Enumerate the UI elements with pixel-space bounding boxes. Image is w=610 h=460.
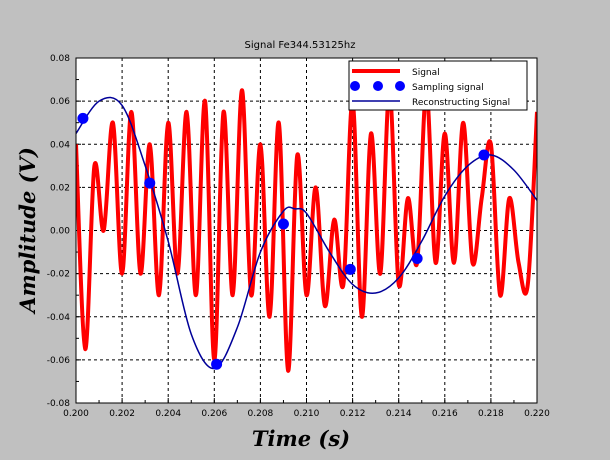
y-tick-label: -0.02 xyxy=(47,270,70,280)
series-layer xyxy=(76,88,537,373)
y-tick-label: 0.08 xyxy=(50,54,70,64)
legend-sampling-marker xyxy=(395,81,405,91)
y-tick-label: -0.06 xyxy=(47,356,71,366)
sampling-point xyxy=(411,253,423,265)
x-tick-label: 0.200 xyxy=(63,409,89,419)
y-axis-ticks: -0.08 -0.06 -0.04 -0.02 0.00 0.02 0.04 0.06 0.08 xyxy=(47,54,81,409)
y-tick-label: 0.02 xyxy=(50,183,70,193)
legend-reconstruction-label: Reconstructing Signal xyxy=(412,98,510,108)
legend-sampling-marker xyxy=(373,81,383,91)
reconstruction-series-line xyxy=(76,96,537,370)
x-tick-label: 0.216 xyxy=(432,409,458,419)
legend-sampling-marker xyxy=(350,81,360,91)
y-axis-label: Amplitude (V) xyxy=(15,147,40,315)
sampling-point xyxy=(77,112,89,124)
sampling-point xyxy=(277,218,289,230)
x-tick-label: 0.206 xyxy=(201,409,227,419)
x-tick-label: 0.220 xyxy=(524,409,550,419)
sampling-point xyxy=(144,177,156,189)
y-tick-label: -0.04 xyxy=(47,313,71,323)
y-tick-label: 0.06 xyxy=(50,97,70,107)
plot-border xyxy=(75,57,538,404)
chart-title: Signal Fe344.53125hz xyxy=(245,40,356,51)
legend: Signal Sampling signal Reconstructing Si… xyxy=(348,60,528,111)
x-tick-label: 0.202 xyxy=(109,409,135,419)
x-tick-label: 0.218 xyxy=(478,409,504,419)
sampling-point xyxy=(478,149,490,161)
y-tick-label: 0.04 xyxy=(50,140,70,150)
sampling-point xyxy=(344,263,356,275)
x-tick-label: 0.214 xyxy=(386,409,412,419)
x-axis-ticks: 0.200 0.202 0.204 0.206 0.208 0.210 0.212 0.214… xyxy=(63,398,550,419)
x-tick-label: 0.212 xyxy=(340,409,366,419)
legend-signal-label: Signal xyxy=(412,68,440,78)
legend-sampling-label: Sampling signal xyxy=(412,83,484,93)
signal-series-line xyxy=(76,88,537,373)
sampling-point xyxy=(211,358,223,370)
x-tick-label: 0.210 xyxy=(294,409,320,419)
y-tick-label: -0.08 xyxy=(47,399,71,409)
y-tick-label: 0.00 xyxy=(50,227,70,237)
x-tick-label: 0.204 xyxy=(155,409,181,419)
x-axis-label: Time (s) xyxy=(252,426,350,451)
x-tick-label: 0.208 xyxy=(248,409,274,419)
